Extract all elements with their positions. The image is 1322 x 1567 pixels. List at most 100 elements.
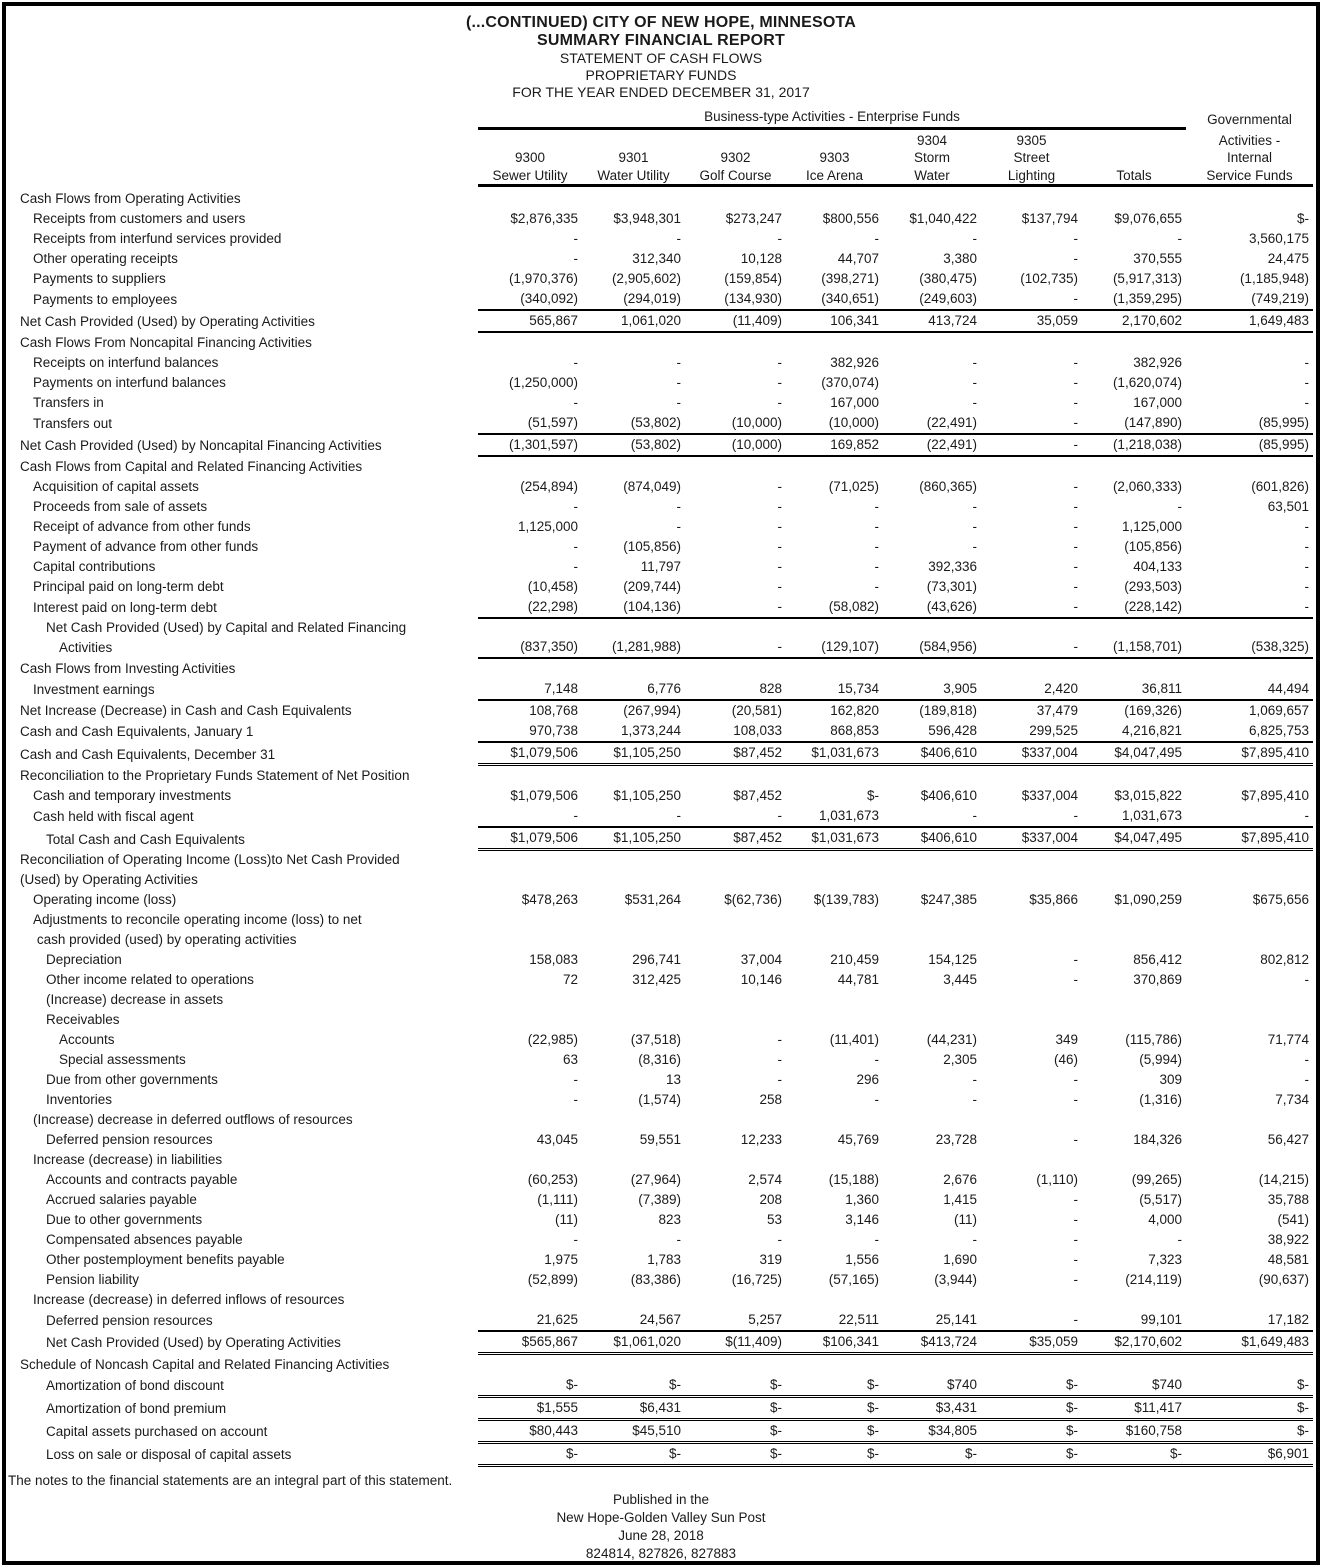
cell-value: 37,004 [740, 951, 782, 967]
cell-value [883, 1290, 981, 1310]
cell-value: (209,744) [623, 579, 681, 594]
column-header: 9303 Ice Arena [805, 150, 864, 183]
cell-value: (57,165) [828, 1271, 879, 1287]
cell-value [786, 990, 883, 1010]
column-header: 9302 Golf Course [699, 150, 772, 183]
table-row: Pension liability (52,899) (83,386) (16,725… [8, 1270, 1313, 1290]
cell-value: (8,316) [638, 1051, 681, 1067]
cell-value: 63 [562, 1051, 578, 1067]
cell-value: $87,452 [685, 742, 786, 766]
cell-value: $- [1186, 1374, 1313, 1398]
cell-value: $- [981, 1419, 1082, 1444]
row-label: Net Cash Provided (Used) by Capital and … [46, 620, 407, 655]
cell-value: - [777, 519, 783, 534]
cell-value [1186, 1353, 1313, 1375]
cell-value [1082, 1290, 1186, 1310]
row-label: Principal paid on long-term debt [33, 579, 224, 594]
cell-value: 3,146 [845, 1211, 879, 1227]
table-row: Proceeds from sale of assets - - - - - - - 63,50… [8, 497, 1313, 517]
cell-value [1186, 1150, 1313, 1170]
table-row: Cash held with fiscal agent - - -1,031,673-… [8, 806, 1313, 828]
cell-value: 5,257 [685, 1309, 786, 1332]
cell-value [981, 1290, 1082, 1310]
cell-value: (1,301,597) [478, 434, 582, 457]
cell-value: $- [981, 1396, 1082, 1421]
column-header: 9304 Storm Water [913, 132, 950, 183]
cell-value [478, 765, 582, 787]
report-title-line: FOR THE YEAR ENDED DECEMBER 31, 2017 [512, 84, 810, 100]
cell-value: (11) [554, 1211, 578, 1227]
cell-value [685, 1353, 786, 1375]
table-row: Other operating receipts - 312,340 10,128 44… [8, 249, 1313, 269]
cell-value [981, 332, 1082, 353]
cell-value: - [777, 539, 783, 554]
cell-value: - [573, 1231, 579, 1247]
cell-value [1082, 1110, 1186, 1130]
cell-value [582, 456, 685, 477]
cell-value: $- [981, 1442, 1082, 1467]
cell-value: (5,517) [1139, 1191, 1182, 1207]
cell-value: (134,930) [685, 289, 786, 311]
cell-value: (1,218,038) [1082, 434, 1186, 457]
cell-value [582, 1110, 685, 1130]
table-row: Deferred pension resources 21,625 24,567 5,… [8, 1309, 1313, 1332]
cell-value: $413,724 [883, 1330, 981, 1355]
cell-value: 349 [1055, 1031, 1078, 1047]
cell-value: 11,797 [640, 559, 681, 574]
cell-value: (228,142) [1082, 597, 1186, 619]
row-label: Acquisition of capital assets [33, 479, 199, 494]
cell-value [478, 990, 582, 1010]
cell-value: 382,926 [1133, 355, 1182, 370]
table-row: Cash and temporary investments $1,079,506… [8, 786, 1313, 806]
row-label: Receipts on interfund balances [33, 355, 219, 370]
cell-value [883, 189, 981, 209]
cell-value: - [972, 1091, 978, 1107]
cell-value: 210,459 [830, 951, 879, 967]
cell-value: (105,856) [1124, 539, 1182, 554]
cell-value: - [1304, 519, 1310, 534]
cell-value: (1,620,074) [1112, 375, 1182, 390]
cell-value: $137,794 [1021, 211, 1078, 226]
table-row: Total Cash and Cash Equivalents $1,079,50… [8, 827, 1313, 851]
cell-value: - [1186, 597, 1313, 619]
cell-value: 48,581 [1267, 1251, 1309, 1267]
row-label: Cash Flows from Investing Activities [20, 661, 236, 676]
row-label: Deferred pension resources [46, 1131, 213, 1147]
row-label: Accounts [59, 1031, 115, 1047]
cell-value: - [573, 355, 579, 370]
cell-value [786, 658, 883, 679]
cell-value: (5,994) [1139, 1051, 1182, 1067]
row-label: Cash Flows from Operating Activities [20, 191, 241, 206]
cell-value [1082, 1353, 1186, 1375]
cell-value: - [1304, 1051, 1310, 1067]
cell-value: $1,105,250 [582, 827, 685, 851]
cell-value: - [874, 1091, 880, 1107]
cell-value: $- [685, 1396, 786, 1421]
cell-value: (10,000) [786, 413, 883, 435]
cell-value: 184,326 [1133, 1131, 1182, 1147]
cell-value [478, 910, 582, 950]
cell-value [1186, 990, 1313, 1010]
cell-value: 868,853 [786, 721, 883, 743]
table-row: Investment earnings 7,148 6,776 828 15,734 3,… [8, 679, 1313, 701]
table-row: (Increase) decrease in deferred outflows… [8, 1110, 1313, 1130]
cell-value: $1,105,250 [613, 788, 681, 803]
row-label: Schedule of Noncash Capital and Related … [20, 1356, 390, 1372]
cell-value: (294,019) [582, 289, 685, 311]
cell-value: 370,555 [1133, 251, 1182, 266]
cell-value [883, 456, 981, 477]
cell-value: $1,555 [478, 1396, 582, 1421]
cell-value [786, 456, 883, 477]
row-label: Capital assets purchased on account [46, 1424, 268, 1439]
cell-value: 35,788 [1267, 1191, 1309, 1207]
cell-value: (169,326) [1124, 703, 1182, 718]
cell-value [981, 910, 1082, 950]
cash-flow-table: Cash Flows from Operating Activities Rece… [8, 189, 1313, 1467]
cell-value: 1,556 [845, 1251, 879, 1267]
table-row: Reconciliation of Operating Income (Loss… [8, 850, 1313, 890]
cell-value: - [1073, 559, 1079, 574]
cell-value: (249,603) [883, 289, 981, 311]
cell-value [883, 910, 981, 950]
cell-value: $160,758 [1082, 1419, 1186, 1444]
